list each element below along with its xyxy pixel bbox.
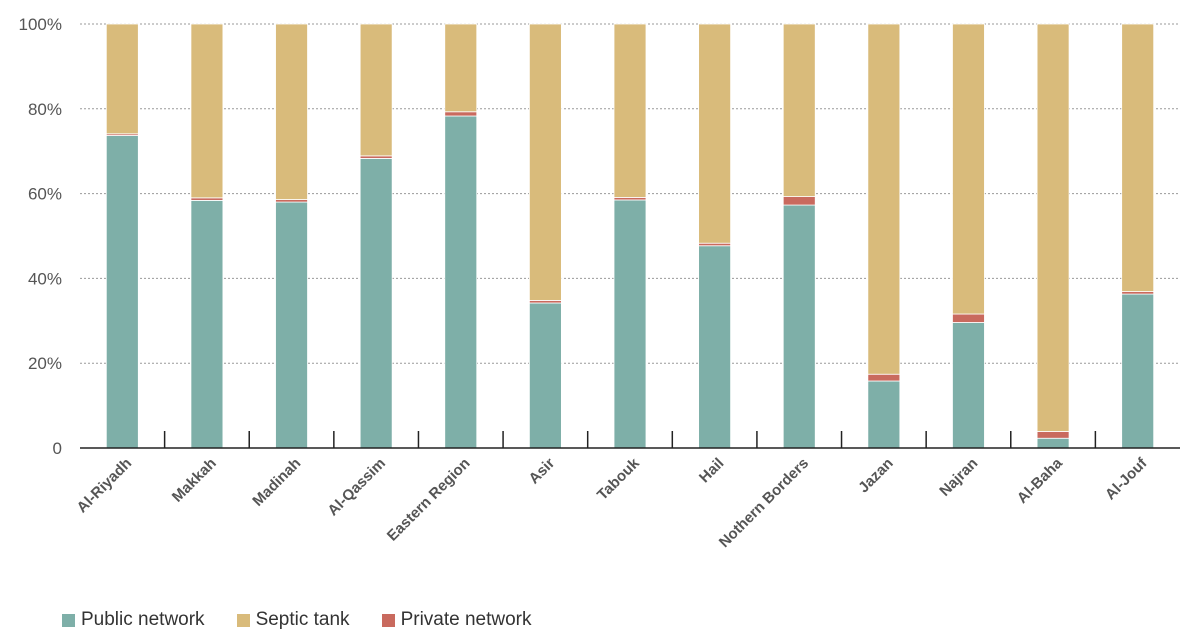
bar-septic-tank-makkah [190,23,224,199]
category-label-eastern-region: Eastern Region [384,455,474,545]
bar-septic-tank-nothern-borders [782,23,816,197]
category-label-hail: Hail [696,455,727,486]
bar-public-network-tabouk [613,199,647,449]
bar-public-network-jazan [867,380,901,449]
y-tick-label: 80% [28,100,62,119]
category-label-najran: Najran [936,455,981,500]
category-label-al-qassim: Al-Qassim [324,455,388,519]
bar-public-network-najran [952,322,985,449]
bar-septic-tank-al-baha [1036,23,1070,432]
y-tick-label: 0 [53,439,62,458]
bar-septic-tank-al-qassim [359,23,393,157]
legend-swatch-public-network [62,613,75,627]
category-label-makkah: Makkah [169,455,220,506]
bar-septic-tank-al-jouf [1121,23,1155,292]
legend-label-private-network: Private network [400,609,532,630]
bar-public-network-al-qassim [359,158,393,449]
bar-public-network-eastern-region [444,115,478,449]
bar-public-network-madinah [275,201,308,449]
y-tick-label: 40% [28,269,62,288]
category-label-al-riyadh: Al-Riyadh [74,455,136,517]
bars [105,23,1155,449]
y-tick-label: 100% [19,15,62,34]
bar-septic-tank-al-riyadh [105,23,139,135]
bar-septic-tank-asir [528,23,562,301]
stacked-bar-chart: 0 20% 40% 60% 80% 100% Al-Riyadh Makkah Madinah… [19,15,1180,551]
y-tick-label: 60% [28,185,62,204]
bar-private-network-najran [952,313,985,323]
legend-swatch-septic-tank [236,613,250,627]
legend-item-public-network: Public network [62,609,205,631]
legend-item-septic-tank: Septic tank [236,609,350,631]
bar-private-network-eastern-region [444,111,478,117]
category-label-al-baha: Al-Baha [1014,454,1067,507]
category-label-asir: Asir [526,455,559,488]
y-axis-tick-labels: 0 20% 40% 60% 80% 100% [19,15,62,458]
bar-public-network-hail [698,245,732,449]
bar-septic-tank-jazan [867,23,901,375]
legend-swatch-private-network [381,613,395,627]
category-label-jazan: Jazan [855,455,897,497]
legend-item-private-network: Private network [381,609,532,631]
bar-public-network-al-riyadh [105,135,139,449]
legend: Public network Septic tank Private netwo… [62,609,564,631]
bar-septic-tank-madinah [275,23,308,200]
legend-label-public-network: Public network [81,609,205,630]
x-axis [80,431,1180,449]
bar-septic-tank-hail [698,23,732,244]
bar-septic-tank-tabouk [613,23,647,198]
legend-label-septic-tank: Septic tank [255,609,350,630]
y-tick-label: 20% [28,354,62,373]
category-label-tabouk: Tabouk [594,454,643,503]
bar-septic-tank-najran [952,23,985,315]
bar-septic-tank-eastern-region [444,23,478,113]
bar-public-network-makkah [190,199,224,449]
bar-public-network-asir [528,302,562,449]
bar-public-network-nothern-borders [782,204,816,449]
category-label-nothern-borders: Nothern Borders [716,455,812,551]
bar-public-network-al-jouf [1121,293,1155,449]
bar-private-network-nothern-borders [782,196,816,206]
bar-public-network-al-baha [1036,437,1070,449]
bar-private-network-jazan [867,373,901,382]
category-label-madinah: Madinah [249,455,304,510]
category-label-al-jouf: Al-Jouf [1102,454,1151,503]
bar-private-network-al-baha [1036,431,1070,439]
